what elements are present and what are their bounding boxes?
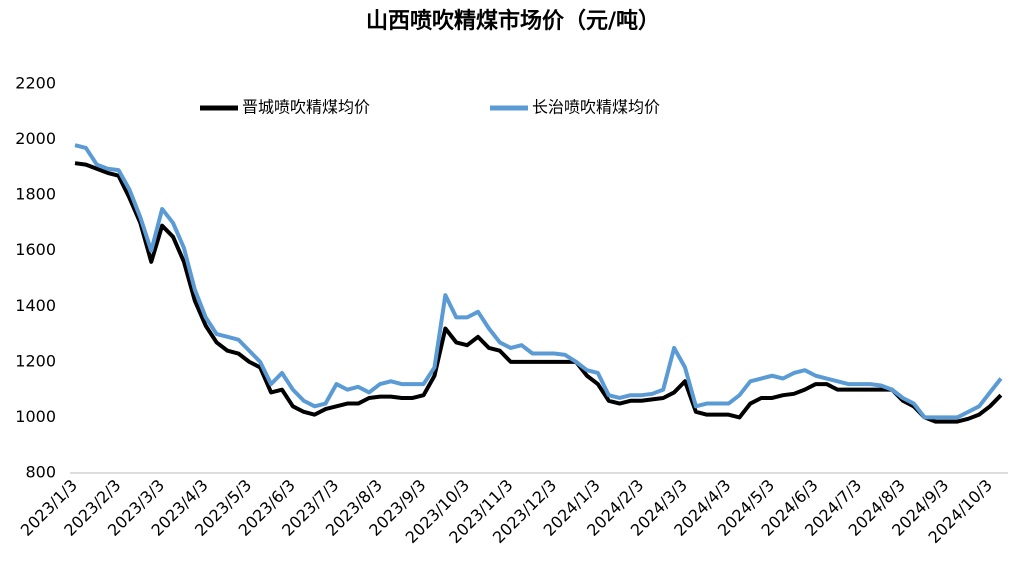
y-tick-label: 1600 bbox=[15, 240, 56, 259]
y-tick-label: 800 bbox=[25, 463, 56, 482]
y-tick-label: 1400 bbox=[15, 296, 56, 315]
y-tick-label: 1200 bbox=[15, 351, 56, 370]
legend-label: 晋城喷吹精煤均价 bbox=[242, 98, 370, 117]
line-series bbox=[74, 161, 1003, 424]
y-tick-label: 1000 bbox=[15, 407, 56, 426]
y-tick-label: 2000 bbox=[15, 129, 56, 148]
y-tick-label: 1800 bbox=[15, 185, 56, 204]
legend-label: 长治喷吹精煤均价 bbox=[532, 98, 660, 117]
chart-title: 山西喷吹精煤市场价（元/吨） bbox=[366, 8, 660, 34]
y-tick-label: 2200 bbox=[15, 74, 56, 93]
line-series bbox=[74, 143, 1003, 420]
